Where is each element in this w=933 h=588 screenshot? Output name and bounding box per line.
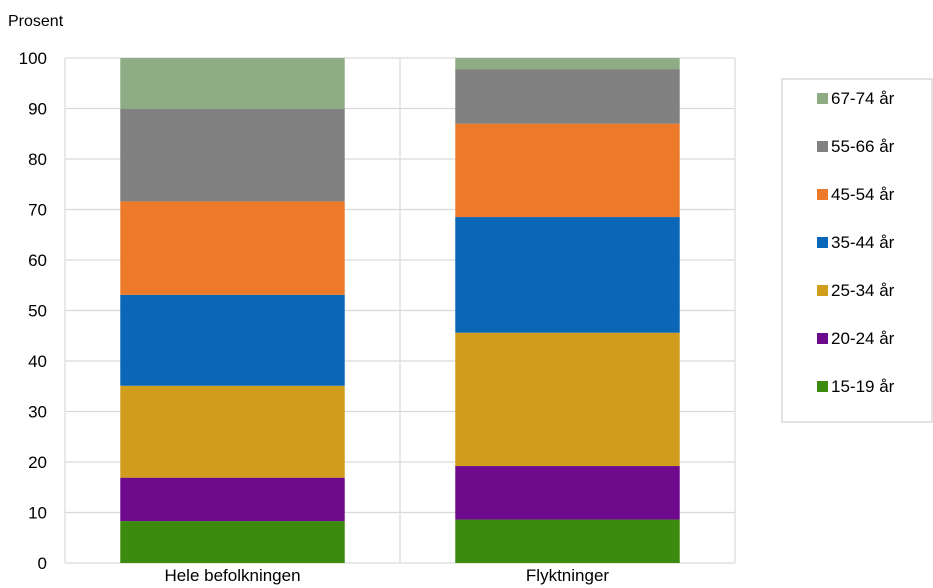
y-tick-label: 0 — [38, 554, 47, 573]
category-labels: Hele befolkningen Flyktninger — [164, 566, 609, 585]
bar-segment — [455, 58, 680, 70]
category-label: Hele befolkningen — [164, 566, 300, 585]
y-tick-label: 20 — [28, 453, 47, 472]
bar-segment — [455, 332, 680, 467]
bar-segment — [120, 294, 345, 386]
bar-segment — [120, 201, 345, 295]
y-tick-label: 80 — [28, 150, 47, 169]
legend-swatch — [817, 189, 828, 200]
legend-swatch — [817, 237, 828, 248]
bar-segment — [455, 217, 680, 333]
legend-frame — [781, 78, 933, 423]
y-tick-label: 90 — [28, 100, 47, 119]
bar-segment — [120, 109, 345, 202]
bar-segment — [120, 521, 345, 563]
y-tick-label: 30 — [28, 403, 47, 422]
y-tick-label: 50 — [28, 302, 47, 321]
bar-segment — [455, 69, 680, 124]
legend-entry: 55-66 år — [831, 137, 895, 156]
legend: 67-74 år 55-66 år 45-54 år 35-44 år 25-34 år… — [781, 78, 933, 423]
legend-swatch — [817, 381, 828, 392]
y-tick-label: 40 — [28, 352, 47, 371]
bar-segment — [120, 477, 345, 522]
legend-swatch — [817, 333, 828, 344]
y-tick-label: 100 — [19, 49, 47, 68]
y-tick-label: 10 — [28, 504, 47, 523]
bar-segment — [455, 123, 680, 218]
legend-entry: 20-24 år — [831, 329, 895, 348]
y-tick-labels: 0 10 20 30 40 50 60 70 80 90 100 — [19, 49, 47, 573]
legend-entry: 25-34 år — [831, 281, 895, 300]
y-axis-label: Prosent — [8, 13, 64, 30]
y-tick-label: 60 — [28, 251, 47, 270]
legend-entry: 45-54 år — [831, 185, 895, 204]
legend-swatch — [817, 93, 828, 104]
bars — [120, 58, 680, 563]
legend-swatch — [817, 141, 828, 152]
category-label: Flyktninger — [526, 566, 609, 585]
bar-segment — [120, 385, 345, 478]
legend-entry: 35-44 år — [831, 233, 895, 252]
legend-entry: 15-19 år — [831, 377, 895, 396]
legend-entry: 67-74 år — [831, 89, 895, 108]
y-tick-label: 70 — [28, 201, 47, 220]
bar-segment — [455, 466, 680, 520]
legend-swatch — [817, 285, 828, 296]
bar-segment — [120, 58, 345, 110]
bar-segment — [455, 519, 680, 563]
